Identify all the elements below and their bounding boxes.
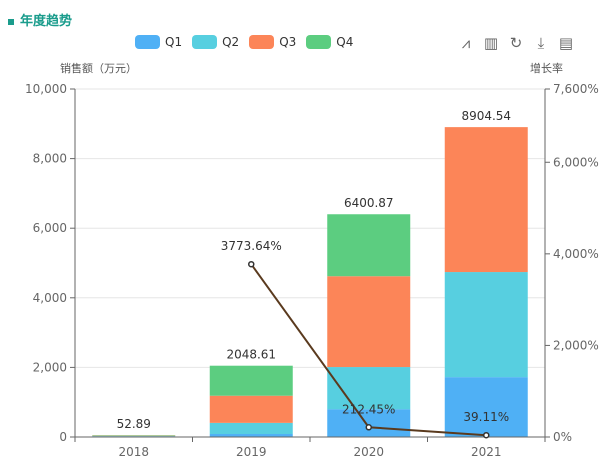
x-tick-label: 2021 bbox=[471, 445, 502, 459]
data-view-icon[interactable]: ▤ bbox=[558, 34, 574, 52]
y2-tick-label: 0% bbox=[553, 430, 572, 444]
y-tick-label: 4,000 bbox=[33, 291, 67, 305]
total-label: 6400.87 bbox=[344, 196, 394, 210]
y-tick-label: 2,000 bbox=[33, 360, 67, 374]
growth-label: 3773.64% bbox=[221, 239, 282, 253]
legend-label: Q3 bbox=[279, 35, 297, 49]
y2-tick-label: 4,000% bbox=[553, 247, 599, 261]
legend: Q1 Q2 Q3 Q4 bbox=[135, 35, 353, 49]
growth-point bbox=[248, 260, 255, 268]
legend-label: Q4 bbox=[336, 35, 354, 49]
x-tick-label: 2020 bbox=[353, 445, 384, 459]
x-tick-label: 2018 bbox=[118, 445, 149, 459]
bar-q4-2019 bbox=[209, 365, 293, 396]
y2-tick-label: 6,000% bbox=[553, 155, 599, 169]
x-tick-label: 2019 bbox=[236, 445, 267, 459]
y-tick-label: 0 bbox=[59, 430, 67, 444]
y2-tick-label: 2,000% bbox=[553, 338, 599, 352]
bar-q3-2020 bbox=[327, 276, 411, 368]
y-tick-label: 10,000 bbox=[25, 82, 67, 96]
growth-label: 39.11% bbox=[463, 410, 509, 424]
bar-q1-2019 bbox=[209, 434, 293, 437]
legend-label: Q1 bbox=[165, 35, 183, 49]
chart-title: 年度趋势 bbox=[8, 10, 72, 29]
bar-q1-2020 bbox=[327, 409, 411, 437]
restore-icon[interactable]: ↻ bbox=[509, 34, 523, 52]
bar-q3-2019 bbox=[209, 395, 293, 423]
y-axis-title: 销售额（万元） bbox=[60, 62, 137, 75]
total-label: 8904.54 bbox=[461, 109, 511, 123]
y-tick-label: 6,000 bbox=[33, 221, 67, 235]
bar-q4-2020 bbox=[327, 214, 411, 277]
legend-item-q3[interactable]: Q3 bbox=[249, 35, 296, 49]
legend-item-q1[interactable]: Q1 bbox=[135, 35, 182, 49]
bar-q3-2021 bbox=[444, 127, 528, 273]
bar-chart-icon[interactable]: ▥ bbox=[483, 34, 499, 52]
legend-label: Q2 bbox=[222, 35, 240, 49]
toolbox: ⩘ ▥ ↻ ⤓ ▤ bbox=[458, 34, 574, 52]
total-label: 52.89 bbox=[117, 417, 151, 431]
bar-q2-2021 bbox=[444, 272, 528, 378]
growth-point bbox=[365, 424, 372, 431]
bar-q1-2021 bbox=[444, 377, 528, 437]
y2-axis-title: 增长率 bbox=[530, 62, 563, 75]
legend-item-q2[interactable]: Q2 bbox=[192, 35, 239, 49]
legend-item-q4[interactable]: Q4 bbox=[306, 35, 353, 49]
line-chart-icon[interactable]: ⩘ bbox=[461, 34, 471, 52]
y-tick-label: 8,000 bbox=[33, 152, 67, 166]
bar-q2-2019 bbox=[209, 422, 293, 435]
growth-label: 212.45% bbox=[342, 402, 395, 416]
growth-point bbox=[483, 431, 490, 439]
download-icon[interactable]: ⤓ bbox=[537, 34, 545, 52]
total-label: 2048.61 bbox=[226, 348, 276, 362]
y2-tick-label: 7,600% bbox=[553, 82, 599, 96]
